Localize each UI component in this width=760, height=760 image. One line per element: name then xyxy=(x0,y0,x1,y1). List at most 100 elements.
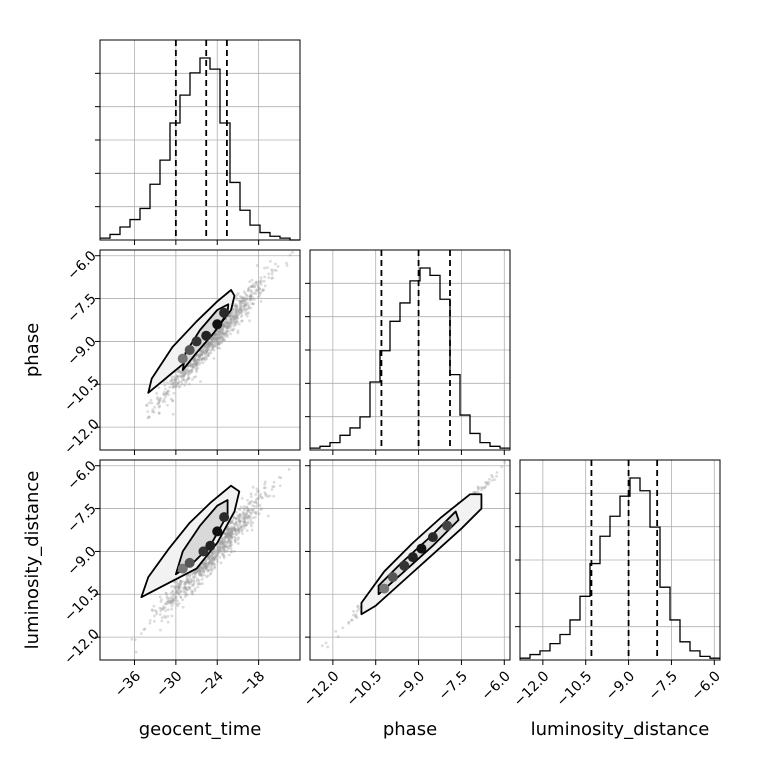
scatter-point xyxy=(210,348,214,352)
scatter-point xyxy=(254,280,258,284)
scatter-point xyxy=(174,380,178,384)
scatter-point xyxy=(350,618,354,622)
scatter-point xyxy=(181,598,185,602)
scatter-point xyxy=(206,342,210,346)
scatter-point xyxy=(228,539,232,543)
scatter-point xyxy=(225,332,229,336)
scatter-point xyxy=(208,345,212,348)
scatter-point xyxy=(146,410,150,413)
scatter-point xyxy=(210,342,214,346)
scatter-point xyxy=(207,342,211,346)
scatter-point xyxy=(199,569,203,573)
scatter-point xyxy=(178,583,182,587)
scatter-point xyxy=(220,541,224,545)
scatter-point xyxy=(164,591,168,595)
scatter-point xyxy=(222,554,226,557)
scatter-point xyxy=(168,596,172,600)
x-tick-label: −24 xyxy=(195,668,227,700)
scatter-point xyxy=(210,561,214,565)
scatter-point xyxy=(211,337,215,341)
scatter-point xyxy=(235,317,239,321)
scatter-point xyxy=(212,357,216,360)
scatter-point xyxy=(222,338,226,342)
scatter-point xyxy=(178,589,181,593)
scatter-point xyxy=(198,573,202,576)
scatter-point xyxy=(226,535,230,539)
scatter-point xyxy=(187,377,190,380)
scatter-point xyxy=(220,340,224,344)
scatter-point xyxy=(228,318,232,322)
scatter-point xyxy=(188,369,191,373)
scatter-point xyxy=(168,379,172,383)
scatter-point xyxy=(202,563,205,567)
scatter-point xyxy=(195,569,199,573)
scatter-point xyxy=(191,366,195,370)
scatter-point xyxy=(205,357,209,360)
scatter-point xyxy=(246,516,250,519)
scatter-point xyxy=(234,304,238,308)
scatter-point xyxy=(206,348,210,352)
scatter-point xyxy=(178,581,182,585)
scatter-point xyxy=(221,322,225,326)
scatter-point xyxy=(271,485,275,489)
scatter-point xyxy=(227,536,230,540)
scatter-point xyxy=(239,294,242,298)
scatter-point xyxy=(130,638,134,641)
scatter-point xyxy=(208,341,212,345)
scatter-point xyxy=(246,520,250,524)
scatter-point xyxy=(231,532,235,536)
scatter-point xyxy=(232,327,236,331)
scatter-point xyxy=(230,530,234,534)
scatter-point xyxy=(171,598,175,601)
scatter-point xyxy=(226,527,230,531)
scatter-point xyxy=(193,589,197,593)
scatter-point xyxy=(177,602,181,606)
scatter-point xyxy=(149,398,153,402)
scatter-point xyxy=(210,553,214,557)
scatter-point xyxy=(240,524,244,528)
scatter-point xyxy=(166,600,169,604)
scatter-point xyxy=(242,290,246,294)
scatter-point xyxy=(198,355,202,359)
scatter-point xyxy=(247,515,251,518)
scatter-point xyxy=(184,593,188,596)
scatter-point xyxy=(198,354,202,358)
scatter-point xyxy=(198,353,202,357)
scatter-point xyxy=(153,405,156,409)
scatter-point xyxy=(234,522,238,526)
scatter-point xyxy=(249,297,252,301)
scatter-point xyxy=(212,344,215,348)
scatter-point xyxy=(177,585,181,589)
scatter-point xyxy=(170,599,174,603)
scatter-point xyxy=(178,374,182,378)
scatter-point xyxy=(171,590,175,594)
scatter-point xyxy=(175,589,178,593)
scatter-point xyxy=(161,607,165,611)
scatter-point xyxy=(192,365,196,369)
scatter-point xyxy=(212,562,215,566)
scatter-point xyxy=(227,324,230,328)
scatter-point xyxy=(167,393,170,397)
scatter-point xyxy=(176,377,180,381)
x-tick-label: −36 xyxy=(112,668,144,700)
scatter-point xyxy=(238,527,241,531)
scatter-point xyxy=(207,555,211,559)
scatter-point xyxy=(226,321,230,325)
scatter-point xyxy=(157,412,161,415)
scatter-point xyxy=(203,354,207,357)
scatter-point xyxy=(236,331,240,335)
scatter-point xyxy=(225,330,229,333)
scatter-point xyxy=(196,585,200,589)
scatter-point xyxy=(153,614,156,618)
scatter-point xyxy=(230,527,234,531)
scatter-point xyxy=(159,396,163,400)
scatter-point xyxy=(235,308,238,312)
scatter-point xyxy=(213,555,217,558)
scatter-point xyxy=(222,543,225,546)
scatter-point xyxy=(185,588,189,592)
scatter-point xyxy=(185,578,189,582)
scatter-point xyxy=(220,540,224,543)
scatter-point xyxy=(210,558,214,562)
scatter-point xyxy=(223,544,227,548)
scatter-point xyxy=(202,570,206,573)
